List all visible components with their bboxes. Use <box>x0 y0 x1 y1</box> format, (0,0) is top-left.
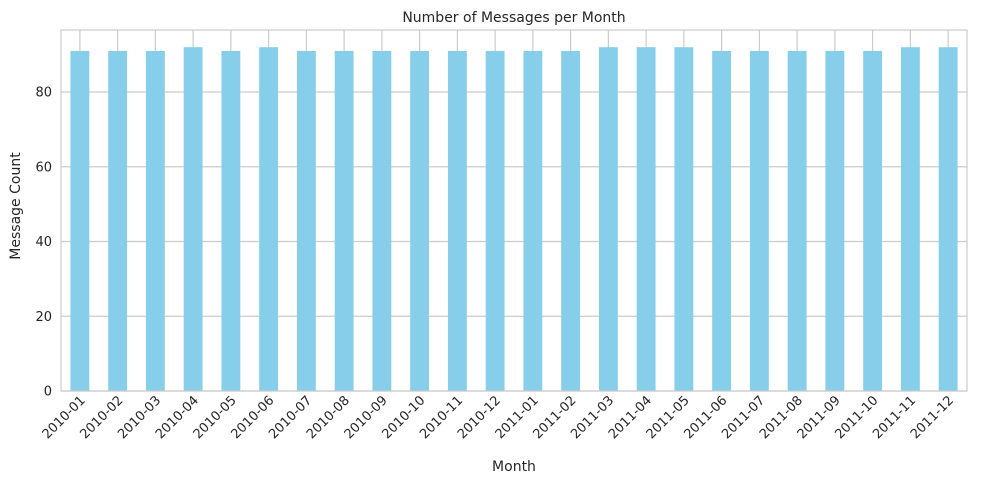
bar <box>145 50 165 391</box>
bar <box>108 50 128 391</box>
bar <box>787 50 807 391</box>
bar <box>825 50 845 391</box>
bar <box>938 47 958 391</box>
y-axis-label: Message Count <box>8 152 24 260</box>
bar <box>410 50 430 391</box>
bar <box>749 50 769 391</box>
x-axis-label: Month <box>492 459 536 475</box>
bar <box>296 50 316 391</box>
bars <box>70 47 958 391</box>
bar <box>447 50 467 391</box>
bar <box>712 50 732 391</box>
bar <box>372 50 392 391</box>
bar <box>636 47 656 391</box>
bar <box>561 50 581 391</box>
bar <box>70 50 90 391</box>
bar <box>259 47 279 391</box>
plot-frame <box>60 29 968 392</box>
y-tick-label: 80 <box>35 86 52 101</box>
bar <box>334 50 354 391</box>
y-tick-label: 0 <box>44 385 52 400</box>
bar <box>485 50 505 391</box>
bar <box>221 50 241 391</box>
x-tick-labels: 2010-012010-022010-032010-042010-052010-… <box>40 393 957 442</box>
bar <box>900 47 920 391</box>
bar <box>863 50 883 391</box>
y-tick-label: 20 <box>35 310 52 325</box>
y-tick-labels: 0 20 40 60 80 <box>35 86 52 400</box>
bar <box>598 47 618 391</box>
y-tick-label: 40 <box>35 235 52 250</box>
y-tick-label: 60 <box>35 160 52 175</box>
chart-title: Number of Messages per Month <box>402 10 625 26</box>
bar <box>523 50 543 391</box>
bar <box>674 47 694 391</box>
bar <box>183 47 203 391</box>
